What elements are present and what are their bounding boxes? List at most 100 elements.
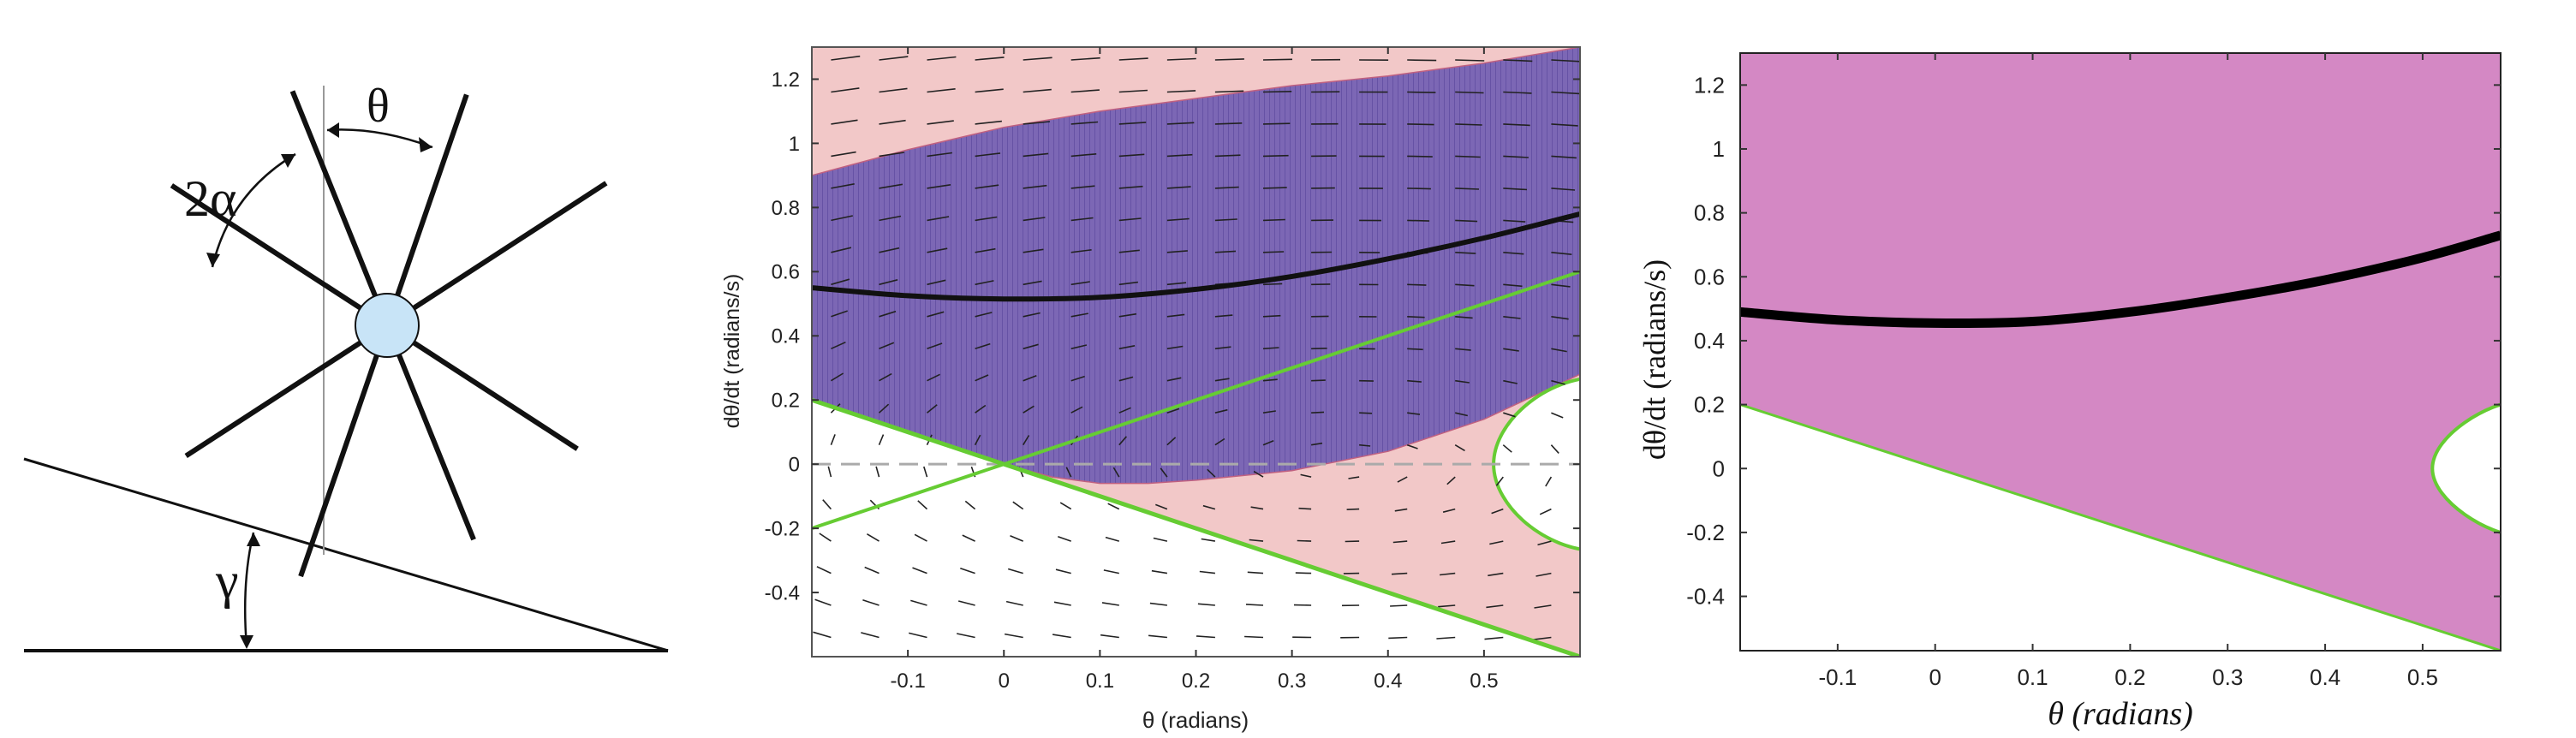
y-axis-label: dθ/dt (radians/s) bbox=[720, 274, 744, 429]
rimless-wheel-diagram: θ 2α γ bbox=[23, 80, 669, 652]
vector-arrow bbox=[1214, 90, 1244, 93]
x-axis-label: θ (radians) bbox=[1142, 707, 1249, 733]
vector-arrow bbox=[1103, 569, 1119, 574]
vector-arrow bbox=[1149, 602, 1167, 606]
y-tick-label: 0.8 bbox=[1694, 200, 1725, 226]
vector-arrow bbox=[1346, 508, 1360, 510]
vector-arrow bbox=[1262, 283, 1283, 286]
vector-arrow bbox=[1534, 604, 1552, 609]
vector-arrow bbox=[975, 216, 998, 222]
vector-arrow bbox=[1118, 281, 1138, 286]
vector-arrow bbox=[1166, 217, 1190, 222]
vector-arrow bbox=[927, 342, 943, 350]
x-tick-label: 0.3 bbox=[2212, 664, 2243, 690]
vector-arrow bbox=[1053, 601, 1071, 606]
vector-arrow bbox=[1551, 252, 1572, 255]
vector-arrow bbox=[910, 599, 927, 606]
two-alpha-arrow-top bbox=[281, 154, 295, 168]
vector-arrow bbox=[1455, 348, 1471, 351]
vector-arrow bbox=[879, 372, 892, 382]
vector-arrow bbox=[1070, 153, 1097, 158]
y-tick-label: 0.8 bbox=[772, 197, 800, 220]
vector-arrow bbox=[1253, 470, 1264, 478]
vector-arrow bbox=[1311, 411, 1325, 414]
vector-arrow bbox=[1214, 154, 1241, 158]
vector-arrow bbox=[975, 374, 989, 382]
x-axis-ticks: -0.1 0 0.1 0.2 0.3 0.4 0.5 bbox=[890, 47, 1499, 693]
vector-arrow bbox=[1118, 345, 1136, 350]
vector-arrow bbox=[974, 434, 981, 446]
vector-arrow bbox=[1118, 217, 1142, 222]
vector-arrow bbox=[1245, 604, 1264, 606]
vector-arrow bbox=[1070, 185, 1095, 189]
vector-arrow bbox=[831, 278, 850, 286]
vector-arrow bbox=[1551, 59, 1580, 62]
vector-arrow bbox=[831, 215, 853, 222]
vector-arrow bbox=[1118, 185, 1143, 189]
vector-arrow bbox=[831, 87, 860, 93]
vector-arrow bbox=[1059, 502, 1072, 510]
vector-arrow bbox=[875, 466, 880, 478]
vector-arrow bbox=[1455, 155, 1481, 158]
vector-arrow bbox=[1551, 123, 1578, 127]
x-tick-label: 0.2 bbox=[2114, 664, 2145, 690]
vector-arrow bbox=[1388, 636, 1408, 640]
vector-arrow bbox=[958, 600, 975, 606]
vector-arrow bbox=[1023, 405, 1035, 414]
vector-arrow bbox=[831, 183, 855, 189]
vector-arrow bbox=[1300, 473, 1312, 478]
vector-arrow bbox=[1503, 283, 1523, 288]
x-tick-label: -0.1 bbox=[1818, 664, 1857, 690]
y-axis-ticks: -0.4 -0.2 0 0.2 0.4 0.6 0.8 1 1.2 bbox=[765, 68, 1580, 604]
vector-arrow bbox=[1023, 248, 1044, 253]
y-tick-label: 0.6 bbox=[1694, 264, 1725, 289]
vector-arrow bbox=[831, 341, 846, 350]
vector-arrow bbox=[1262, 410, 1276, 414]
vector-arrow bbox=[1166, 57, 1196, 61]
vector-arrow bbox=[878, 403, 890, 414]
vector-arrow bbox=[1551, 187, 1576, 191]
x-tick-label: 0.4 bbox=[1374, 670, 1402, 693]
vector-arrow bbox=[1250, 506, 1264, 510]
vector-arrow bbox=[1262, 314, 1281, 318]
vector-arrow bbox=[1100, 634, 1119, 639]
vector-arrow bbox=[1214, 378, 1230, 382]
x-tick-label: 0 bbox=[1929, 664, 1941, 690]
vector-arrow bbox=[1118, 312, 1137, 318]
vector-arrow bbox=[1262, 440, 1274, 446]
two-alpha-label: 2α bbox=[184, 170, 236, 227]
y-tick-label: 0.6 bbox=[772, 261, 800, 284]
vector-arrow bbox=[1442, 508, 1456, 513]
y-tick-label: 1.2 bbox=[1694, 72, 1725, 98]
vector-arrow bbox=[1503, 91, 1532, 94]
x-axis-ticks: -0.1 0 0.1 0.2 0.3 0.4 0.5 bbox=[1818, 53, 2438, 690]
vector-arrow bbox=[1214, 346, 1231, 350]
vector-arrow bbox=[1005, 600, 1023, 606]
vector-arrow bbox=[1166, 282, 1187, 286]
vector-arrow bbox=[1438, 604, 1456, 608]
vector-arrow bbox=[1454, 444, 1465, 452]
vector-arrow bbox=[1545, 476, 1553, 487]
vector-arrow bbox=[1070, 406, 1083, 414]
vector-arrow bbox=[1550, 444, 1559, 454]
vector-arrow bbox=[1166, 437, 1177, 446]
vector-arrow bbox=[1532, 636, 1552, 640]
vector-arrow bbox=[1503, 252, 1524, 255]
vector-arrow bbox=[879, 87, 908, 93]
vector-arrow bbox=[1247, 571, 1264, 574]
vector-arrow bbox=[1166, 186, 1191, 189]
vector-arrow bbox=[862, 599, 880, 606]
vector-arrow bbox=[1118, 153, 1145, 158]
vector-arrow bbox=[1214, 58, 1244, 61]
vector-arrow bbox=[1153, 537, 1168, 542]
y-tick-label: 1.2 bbox=[772, 68, 800, 92]
vector-arrow bbox=[1023, 375, 1037, 382]
y-tick-label: 0.2 bbox=[772, 390, 800, 413]
vector-arrow bbox=[1407, 91, 1436, 93]
vector-arrow bbox=[1537, 540, 1552, 546]
two-alpha-arc bbox=[211, 152, 296, 268]
vector-arrow bbox=[927, 373, 940, 382]
gamma-arrow-bottom bbox=[240, 635, 253, 649]
y-tick-label: 0.2 bbox=[1694, 392, 1725, 418]
vector-arrow bbox=[1007, 568, 1023, 574]
